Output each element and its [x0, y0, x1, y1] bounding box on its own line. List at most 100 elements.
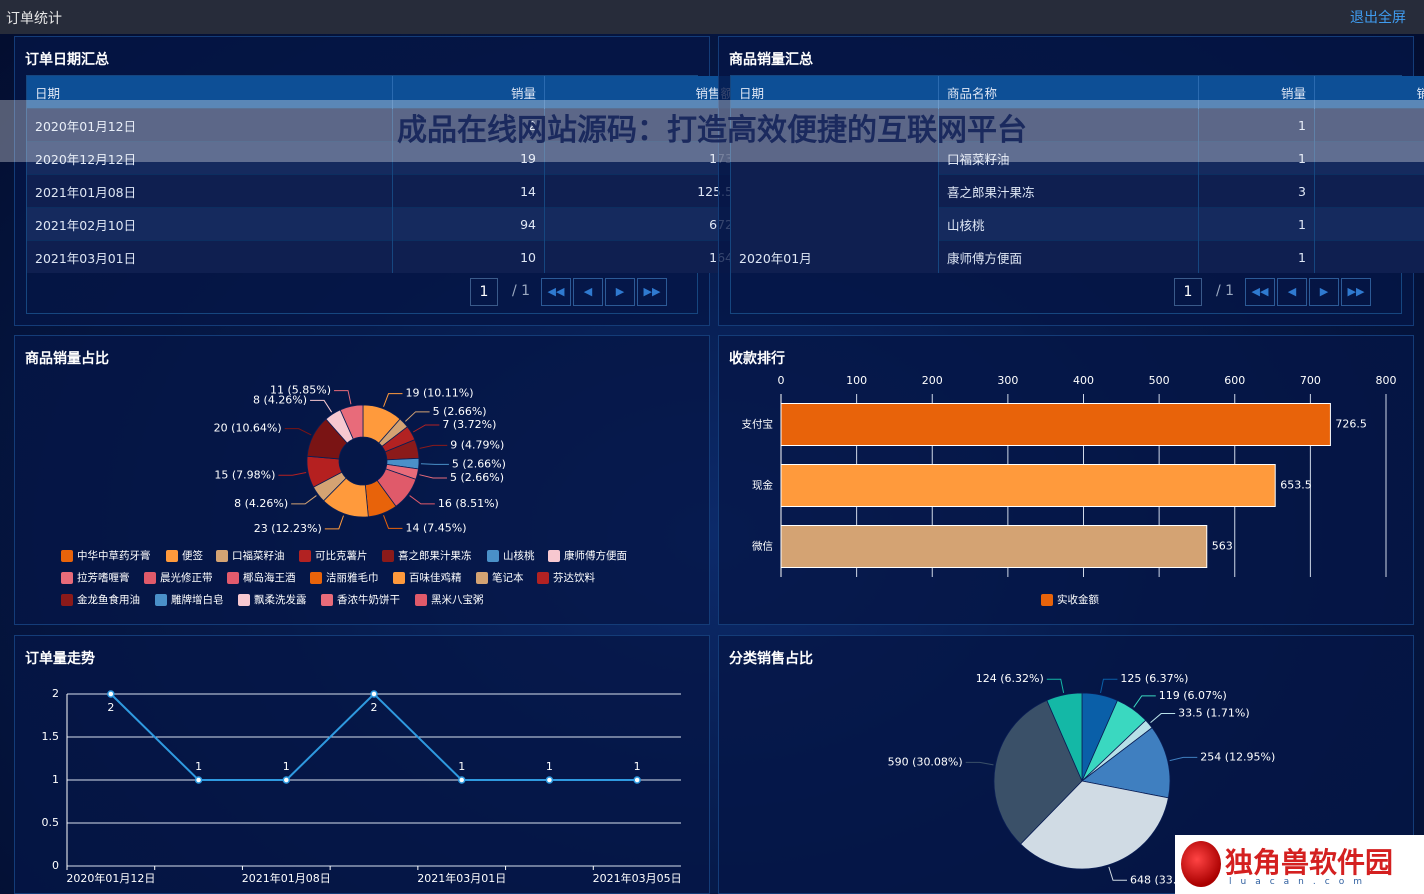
exit-fullscreen[interactable]: 退出全屏 — [1350, 10, 1406, 26]
slice — [339, 404, 364, 440]
leader-line — [324, 515, 344, 530]
y-tick-label: 0.5 — [42, 816, 60, 829]
next-btn[interactable]: ▶ — [605, 278, 635, 306]
table-cell: 125.5 — [544, 174, 742, 208]
x-tick-label: 800 — [1376, 374, 1397, 387]
data-label: 14 (7.45%) — [405, 521, 466, 534]
last-btn[interactable]: ▶▶ — [637, 278, 667, 306]
x-tick-label: 2020年01月12日 — [66, 871, 155, 885]
table-cell: 2 — [392, 108, 545, 142]
panel-title: 订单日期汇总 — [25, 52, 109, 68]
legend-label: 金龙鱼食用油 — [77, 593, 140, 606]
legend-swatch — [310, 572, 322, 584]
table-row: 2020年01月18 — [731, 108, 1424, 273]
slice — [993, 699, 1083, 845]
point — [457, 776, 466, 784]
slice — [1081, 727, 1171, 799]
table-cell: 2021年01月08日 — [27, 174, 393, 208]
header-row: 日期 销量 销售额 — [27, 76, 742, 109]
point — [194, 776, 203, 784]
page-input[interactable]: 1 — [470, 278, 498, 306]
table-cell: 164 — [544, 240, 742, 273]
legend-label: 百味佳鸡精 — [409, 571, 462, 584]
chart-panel: 0 0.5 1 1.5 2 2020年01月12日 2021年01月08日 2021年03月0… — [14, 635, 710, 894]
leader-line — [1046, 678, 1065, 694]
chart-panel: 19 (10.11%) 5 (2.66%) 7 (3.72%) 9 (4.79%) 5 … — [14, 335, 710, 625]
legend-swatch — [61, 594, 73, 606]
panel-title: 收款排行 — [729, 351, 785, 367]
data-label: 8 (4.26%) — [234, 497, 288, 510]
table-row: 2021年02月10日94672 — [27, 207, 742, 241]
table-cell: 94 — [392, 207, 545, 241]
logo — [1181, 841, 1221, 887]
legend-label: 中华中草药牙膏 — [77, 549, 151, 562]
data-label: 254 (12.95%) — [1200, 750, 1275, 763]
table-row: 2021年01月08日 14 125.5 — [27, 174, 742, 208]
data-label: 563 — [1212, 540, 1233, 553]
data-label: 7 (3.72%) — [442, 418, 496, 431]
legend-label: 洁丽雅毛巾 — [326, 571, 379, 584]
slice — [1046, 692, 1083, 782]
legend-swatch — [548, 550, 560, 562]
bar — [780, 525, 1208, 568]
legend-swatch — [299, 550, 311, 562]
legend-swatch — [476, 572, 488, 584]
legend-swatch — [155, 594, 167, 606]
watermark-name: 独角兽软件园 — [1225, 846, 1394, 879]
legend-swatch — [61, 572, 73, 584]
leader-line — [1133, 695, 1156, 708]
legend-label: 康师傅方便面 — [564, 549, 627, 562]
data-label: 1 — [634, 760, 641, 773]
leader-line — [1169, 756, 1198, 762]
data-label: 590 (30.08%) — [888, 755, 963, 768]
point — [282, 776, 291, 784]
table-cell: 口福菜籽油 — [938, 141, 1199, 175]
x-tick-label: 0 — [778, 374, 785, 387]
next-btn[interactable]: ▶ — [1309, 278, 1339, 306]
pie-chart: 125 (6.37%) 119 (6.07%) 33.5 (1.71%) 254 (1… — [888, 672, 1276, 886]
first-btn[interactable]: ◀◀ — [1245, 278, 1275, 306]
legend-swatch — [393, 572, 405, 584]
leader-line — [383, 515, 403, 529]
prev-btn[interactable]: ◀ — [573, 278, 603, 306]
last-btn[interactable]: ▶▶ — [1341, 278, 1371, 306]
table-box: 日期商品名称销量销售额2020年01月18口福菜籽油119喜之郎果汁果冻33山核… — [730, 75, 1424, 314]
legend-label: 可比克薯片 — [315, 549, 368, 562]
donut-chart: 19 (10.11%)5 (2.66%)7 (3.72%)9 (4.79%)5 … — [61, 384, 627, 606]
bar — [780, 403, 1331, 446]
leader-line — [409, 495, 435, 505]
legend-label: 飘柔洗发露 — [254, 593, 307, 606]
header: 订单统计 退出全屏 — [0, 0, 1424, 34]
data-label: 5 (2.66%) — [433, 405, 487, 418]
data-label: 119 (6.07%) — [1159, 689, 1227, 702]
data-label: 1 — [195, 760, 202, 773]
table-cell: 2020年12月12日 — [27, 141, 393, 175]
prev-btn[interactable]: ◀ — [1277, 278, 1307, 306]
data-label: 125 (6.37%) — [1120, 672, 1188, 685]
leader-line — [310, 399, 333, 413]
order-table: 日期销量销售额2020年01月12日22020年12月12日191732021年… — [27, 76, 742, 273]
leader-line — [1100, 678, 1118, 694]
legend-label: 口福菜籽油 — [232, 549, 285, 562]
table-row: 康师傅方便面12 — [731, 240, 1424, 273]
data-label: 1 — [546, 760, 553, 773]
product-panel: 商品销量汇总 日期商品名称销量销售额2020年01月18口福菜籽油119喜之郎果… — [718, 36, 1424, 326]
first-btn[interactable]: ◀◀ — [541, 278, 571, 306]
legend-label: 黑米八宝粥 — [431, 593, 484, 606]
data-label: 15 (7.98%) — [214, 468, 275, 481]
legend-label: 喜之郎果汁果冻 — [398, 549, 472, 562]
point — [545, 776, 554, 784]
banner: 成品在线网站源码：打造高效便捷的互联网平台 — [0, 100, 1424, 162]
x-tick-label: 100 — [846, 374, 867, 387]
page-input[interactable]: 1 — [1174, 278, 1202, 306]
data-label: 5 (2.66%) — [450, 471, 504, 484]
y-tick-label: 微信 — [752, 540, 773, 553]
leader-line — [284, 428, 312, 436]
table-cell — [938, 108, 1199, 142]
column-header: 日期 — [731, 76, 939, 109]
data-label: 1 — [458, 760, 465, 773]
legend-label: 芬达饮料 — [553, 571, 595, 584]
x-tick-label: 600 — [1224, 374, 1245, 387]
leader-line — [278, 472, 307, 476]
